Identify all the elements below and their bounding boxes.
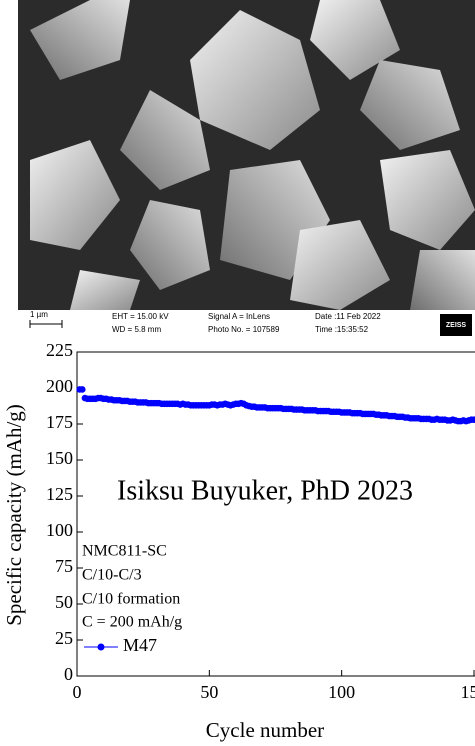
- x-tick-label: 150: [461, 682, 475, 702]
- point: [78, 386, 86, 393]
- watermark: Isiksu Buyuker, PhD 2023: [117, 475, 413, 506]
- annotation: C/10-C/3: [82, 567, 142, 584]
- y-tick-label: 125: [46, 484, 73, 504]
- sem-wd: WD = 5.8 mm: [112, 325, 161, 334]
- sem-brand: ZEISS: [446, 322, 467, 329]
- annotation: C = 200 mAh/g: [82, 614, 182, 631]
- y-tick-label: 0: [64, 664, 73, 684]
- y-tick-label: 100: [46, 520, 73, 540]
- legend-marker: [97, 643, 105, 651]
- y-axis-label: Specific capacity (mAh/g): [2, 404, 26, 626]
- plot-frame: [76, 351, 475, 677]
- y-tick-label: 150: [46, 448, 73, 468]
- y-tick-label: 225: [46, 340, 73, 360]
- sem-signal: Signal A = InLens: [208, 312, 270, 321]
- legend-label: M47: [123, 635, 157, 655]
- x-tick-label: 50: [200, 682, 218, 702]
- y-tick-label: 25: [55, 628, 73, 648]
- annotation: C/10 formation: [82, 591, 180, 608]
- x-axis-label: Cycle number: [206, 718, 324, 742]
- y-tick-label: 75: [55, 556, 73, 576]
- sem-scale: 1 µm: [30, 310, 48, 319]
- sem-photo: Photo No. = 107589: [208, 325, 280, 334]
- point: [470, 416, 475, 423]
- y-tick-label: 175: [46, 412, 73, 432]
- y-tick-label: 50: [55, 592, 73, 612]
- y-tick-label: 200: [46, 376, 73, 396]
- x-tick-label: 100: [328, 682, 355, 702]
- annotation: NMC811-SC: [82, 543, 167, 560]
- sem-date: Date :11 Feb 2022: [315, 312, 381, 321]
- sem-image: [18, 0, 475, 340]
- x-tick-label: 0: [73, 682, 82, 702]
- sem-eht: EHT = 15.00 kV: [112, 312, 169, 321]
- sem-time: Time :15:35:52: [315, 325, 369, 334]
